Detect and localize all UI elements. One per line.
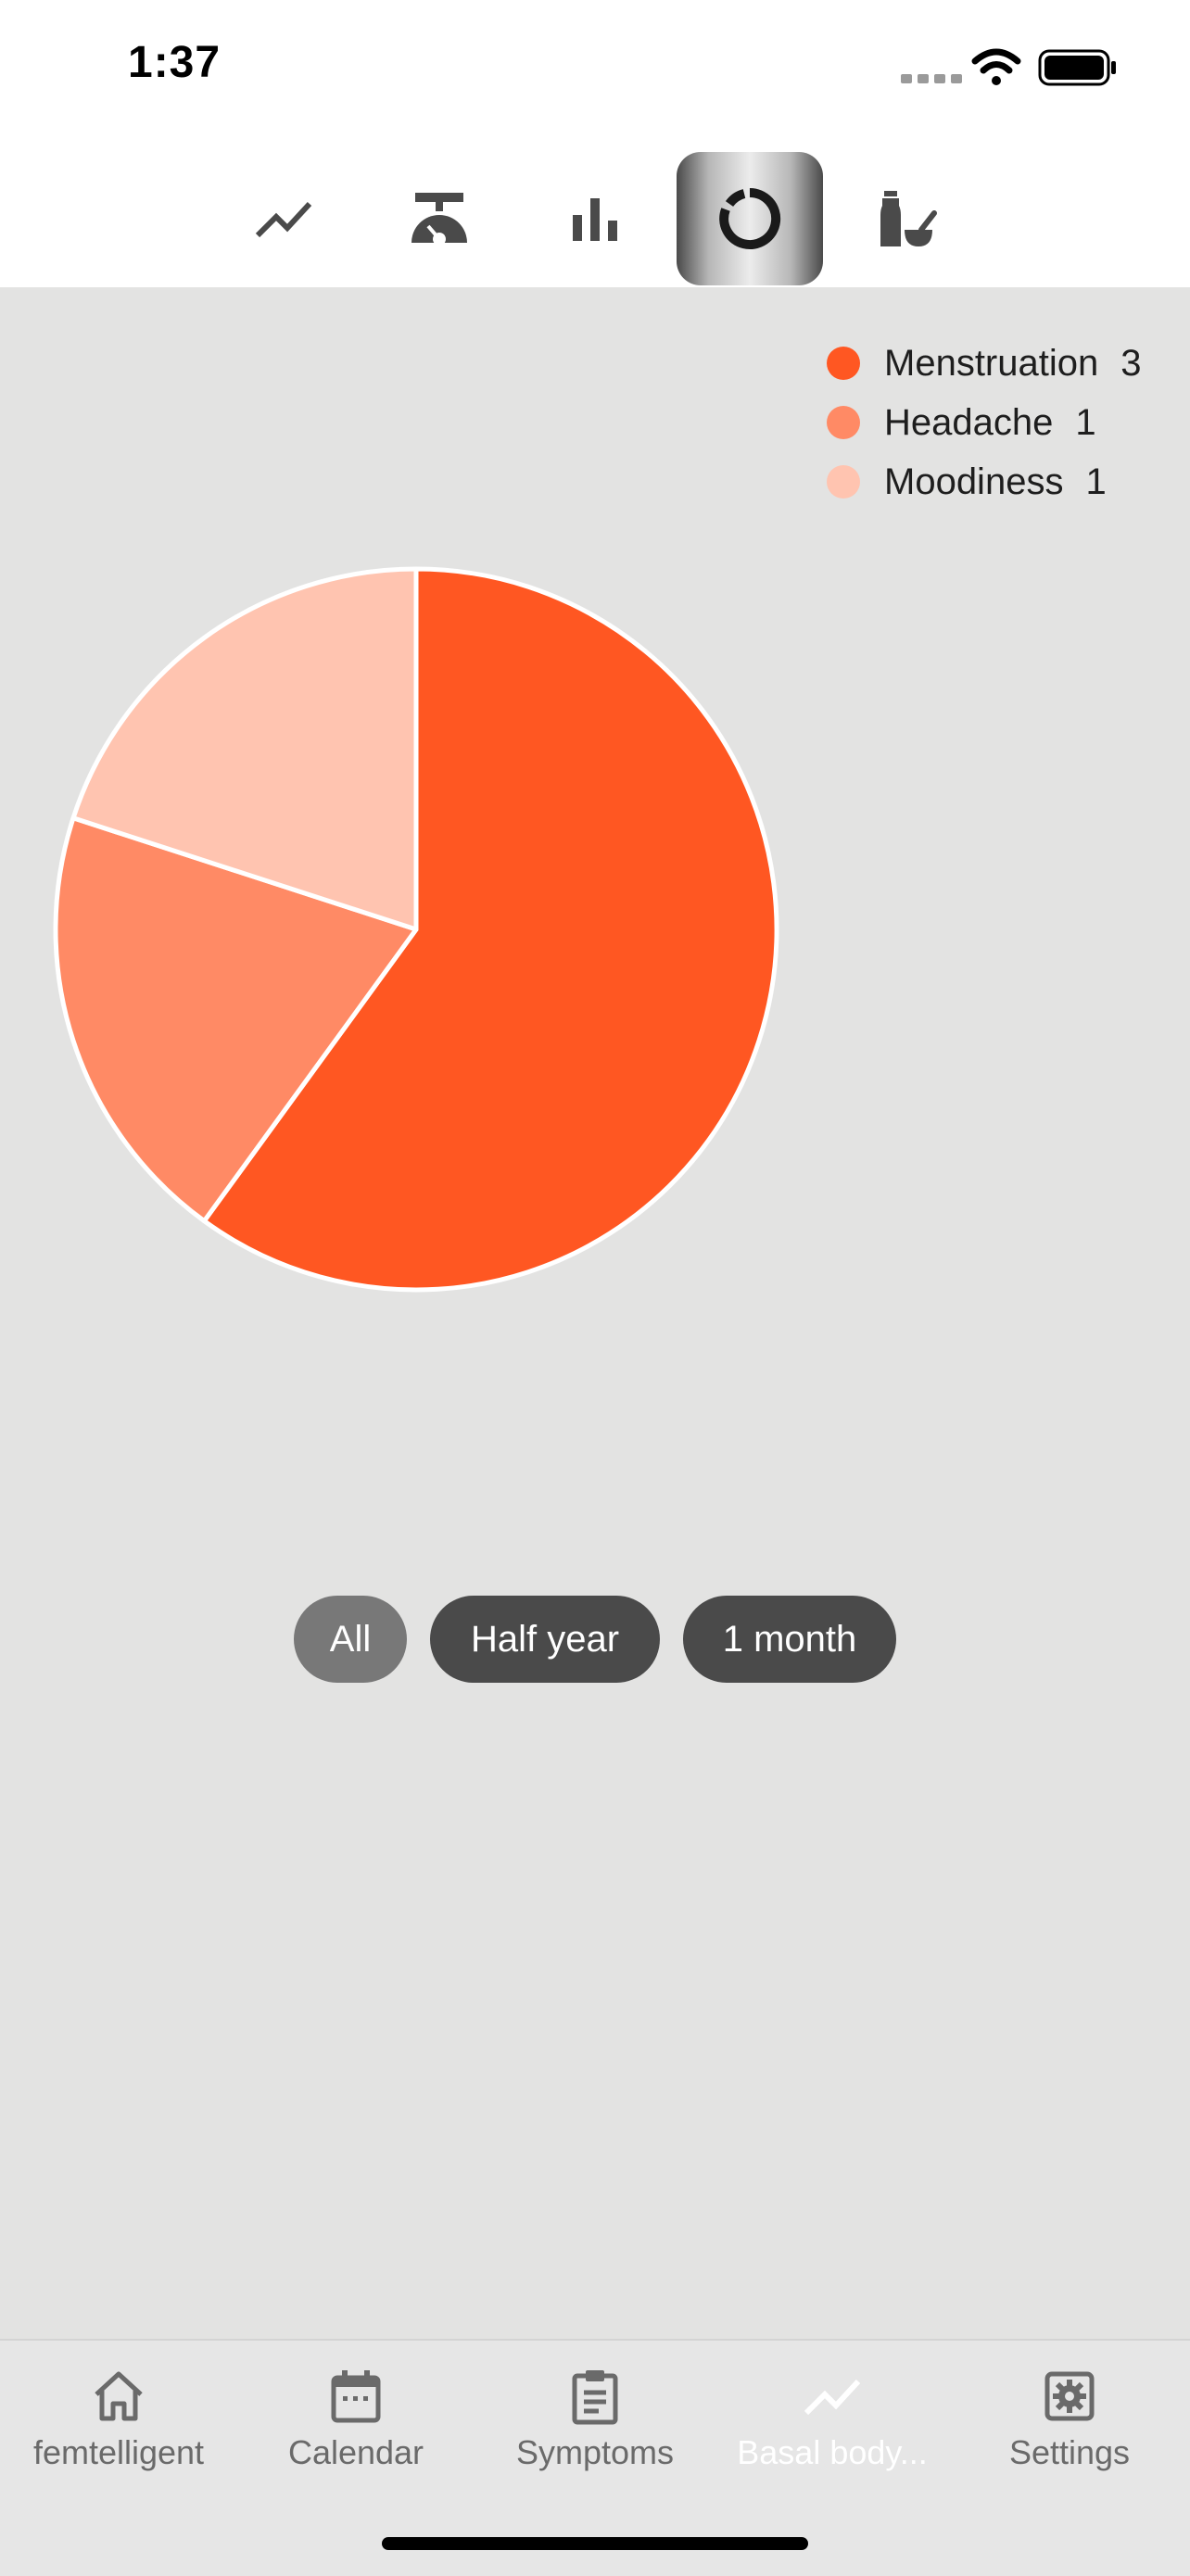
tab-label: Symptoms: [515, 2433, 675, 2471]
tab-calendar[interactable]: Calendar: [237, 2367, 475, 2496]
donut-chart-button[interactable]: [677, 152, 823, 285]
line-chart-button[interactable]: [210, 152, 357, 285]
bar-chart-icon: [573, 198, 617, 241]
legend-label: Headache: [884, 401, 1054, 443]
scale-icon: [411, 193, 467, 246]
legend-swatch: [827, 347, 860, 380]
bottom-tab-bar: femtelligent Calendar Symptoms Basal bod…: [0, 2339, 1190, 2576]
pie-slice-menstruation: [201, 566, 779, 1293]
home-indicator: [382, 2537, 808, 2550]
wifi-icon: [971, 48, 1021, 85]
filter-1-month-button[interactable]: 1 month: [683, 1596, 896, 1683]
medicine-button[interactable]: [833, 152, 980, 285]
status-icons: [901, 48, 1116, 86]
chart-legend: Menstruation 3 Headache 1 Moodiness 1: [827, 334, 1141, 511]
legend-count: 1: [1085, 461, 1107, 502]
medicine-icon: [880, 191, 937, 246]
clipboard-icon: [572, 2370, 618, 2425]
pie-chart: [53, 566, 779, 1293]
donut-chart-icon: [719, 187, 781, 249]
time-range-filters: All Half year 1 month: [0, 1596, 1190, 1683]
battery-icon: [1038, 49, 1116, 86]
legend-label: Moodiness: [884, 461, 1064, 502]
status-bar: 1:37: [0, 0, 1190, 139]
legend-count: 1: [1075, 401, 1096, 443]
filter-half-year-button[interactable]: Half year: [430, 1596, 660, 1683]
status-time: 1:37: [128, 38, 222, 87]
cellular-signal-icon: [901, 74, 962, 83]
tab-label: femtelligent: [32, 2433, 205, 2471]
tab-label: Settings: [1008, 2433, 1131, 2471]
legend-item-menstruation: Menstruation 3: [827, 334, 1141, 393]
pie-slice-headache: [53, 815, 419, 1224]
trend-icon: [804, 2379, 861, 2416]
bar-chart-button[interactable]: [522, 152, 668, 285]
legend-swatch: [827, 406, 860, 439]
calendar-icon: [331, 2370, 381, 2423]
legend-label: Menstruation: [884, 342, 1099, 384]
scale-button[interactable]: [366, 152, 513, 285]
chart-type-toolbar: [0, 139, 1190, 287]
home-icon: [95, 2371, 143, 2421]
tab-femtelligent[interactable]: femtelligent: [0, 2367, 237, 2496]
pie-slice-moodiness: [70, 566, 419, 932]
gear-icon: [1044, 2371, 1095, 2421]
legend-item-moodiness: Moodiness 1: [827, 452, 1141, 511]
legend-item-headache: Headache 1: [827, 393, 1141, 452]
legend-swatch: [827, 465, 860, 499]
tab-symptoms[interactable]: Symptoms: [476, 2367, 714, 2496]
tab-label: Calendar: [287, 2433, 424, 2471]
tab-basal-body[interactable]: Basal body...: [714, 2367, 951, 2496]
line-chart-icon: [255, 201, 312, 238]
filter-all-button[interactable]: All: [294, 1596, 407, 1683]
tab-label: Basal body...: [737, 2433, 928, 2471]
tab-settings[interactable]: Settings: [951, 2367, 1188, 2496]
legend-count: 3: [1120, 342, 1142, 384]
